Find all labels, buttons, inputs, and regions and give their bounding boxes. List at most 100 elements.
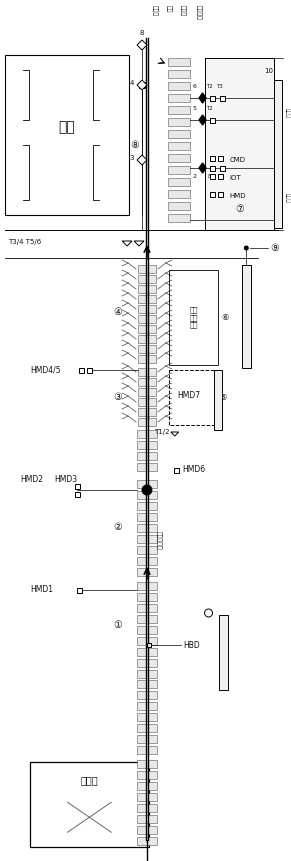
Bar	[137, 659, 157, 667]
Bar	[168, 142, 190, 150]
Text: HBD: HBD	[184, 641, 200, 649]
Bar	[75, 484, 80, 488]
Bar	[210, 174, 215, 178]
Text: 粗轧机截面: 粗轧机截面	[156, 530, 162, 549]
Bar	[168, 166, 190, 174]
Text: HMD7: HMD7	[177, 391, 200, 400]
Bar	[137, 691, 157, 699]
Bar	[137, 826, 157, 834]
Bar	[138, 315, 156, 323]
Bar	[77, 587, 82, 592]
Text: T1/2: T1/2	[154, 429, 169, 435]
Polygon shape	[199, 93, 206, 103]
Text: 5: 5	[193, 106, 197, 111]
Polygon shape	[134, 241, 144, 246]
Bar	[138, 295, 156, 303]
Text: 翻钢列: 翻钢列	[180, 5, 186, 16]
Bar	[218, 191, 223, 196]
Bar	[137, 463, 157, 471]
Bar	[147, 643, 151, 647]
Bar	[138, 388, 156, 396]
Text: ⑤: ⑤	[219, 393, 227, 402]
Bar	[220, 96, 225, 101]
Bar	[138, 408, 156, 416]
Bar	[168, 94, 190, 102]
Bar	[138, 325, 156, 333]
Bar	[168, 118, 190, 126]
Bar	[137, 837, 157, 845]
Bar	[210, 117, 215, 122]
Bar	[137, 735, 157, 743]
Text: ⑦: ⑦	[235, 204, 244, 214]
Polygon shape	[137, 155, 147, 165]
Polygon shape	[139, 40, 146, 50]
Text: T3: T3	[216, 84, 223, 89]
Bar	[137, 546, 157, 554]
Bar	[274, 80, 282, 228]
Text: 翻钢列: 翻钢列	[152, 5, 158, 16]
Bar	[169, 370, 217, 425]
Bar	[138, 285, 156, 293]
Bar	[137, 524, 157, 532]
Bar	[75, 492, 80, 497]
Bar	[137, 713, 157, 721]
Bar	[137, 582, 157, 590]
Bar	[137, 815, 157, 823]
Bar	[137, 557, 157, 565]
Bar	[138, 275, 156, 283]
Text: 3: 3	[130, 155, 134, 161]
Bar	[30, 762, 149, 847]
Bar	[137, 535, 157, 543]
Bar	[137, 604, 157, 612]
Bar	[205, 58, 274, 230]
Bar	[137, 793, 157, 801]
Bar	[139, 82, 145, 88]
Bar	[168, 154, 190, 162]
Text: 冷床: 冷床	[166, 5, 172, 13]
Bar	[137, 771, 157, 779]
Text: 尾对齐: 尾对齐	[285, 193, 291, 203]
Bar	[210, 191, 215, 196]
Text: 头对齐: 头对齐	[285, 108, 291, 118]
Text: HMD4/5: HMD4/5	[30, 366, 61, 375]
Text: HMD1: HMD1	[30, 585, 53, 594]
Bar	[138, 305, 156, 313]
Bar	[137, 441, 157, 449]
Text: ④: ④	[113, 307, 122, 317]
Text: IOT: IOT	[229, 175, 241, 181]
Bar	[137, 670, 157, 678]
Polygon shape	[139, 80, 146, 90]
Text: ⑥: ⑥	[221, 313, 229, 322]
Bar	[214, 370, 222, 430]
Text: 定径机: 定径机	[81, 775, 98, 785]
Bar	[169, 270, 219, 365]
Text: HMD6: HMD6	[183, 466, 206, 474]
Polygon shape	[199, 115, 206, 125]
Bar	[137, 502, 157, 510]
Bar	[137, 760, 157, 768]
Text: T2: T2	[206, 106, 213, 111]
Bar	[5, 55, 129, 215]
Bar	[137, 452, 157, 460]
Bar	[137, 491, 157, 499]
Text: 6: 6	[193, 84, 197, 89]
Text: ①: ①	[113, 620, 122, 630]
Bar	[219, 615, 228, 690]
Bar	[137, 782, 157, 790]
Bar	[137, 637, 157, 645]
Bar	[137, 702, 157, 710]
Polygon shape	[122, 241, 132, 246]
Bar	[138, 368, 156, 376]
Text: T3/4 T5/6: T3/4 T5/6	[8, 239, 41, 245]
Bar	[210, 165, 215, 170]
Text: HMD2: HMD2	[20, 475, 43, 485]
Text: 8: 8	[208, 174, 211, 179]
Text: T2: T2	[206, 84, 213, 89]
Text: 强冷
设备
区域: 强冷 设备 区域	[189, 307, 198, 328]
Bar	[168, 82, 190, 90]
Text: ③: ③	[113, 392, 122, 402]
Bar	[137, 724, 157, 732]
Bar	[138, 265, 156, 273]
Text: ⑨: ⑨	[270, 243, 279, 253]
Bar	[174, 468, 179, 473]
